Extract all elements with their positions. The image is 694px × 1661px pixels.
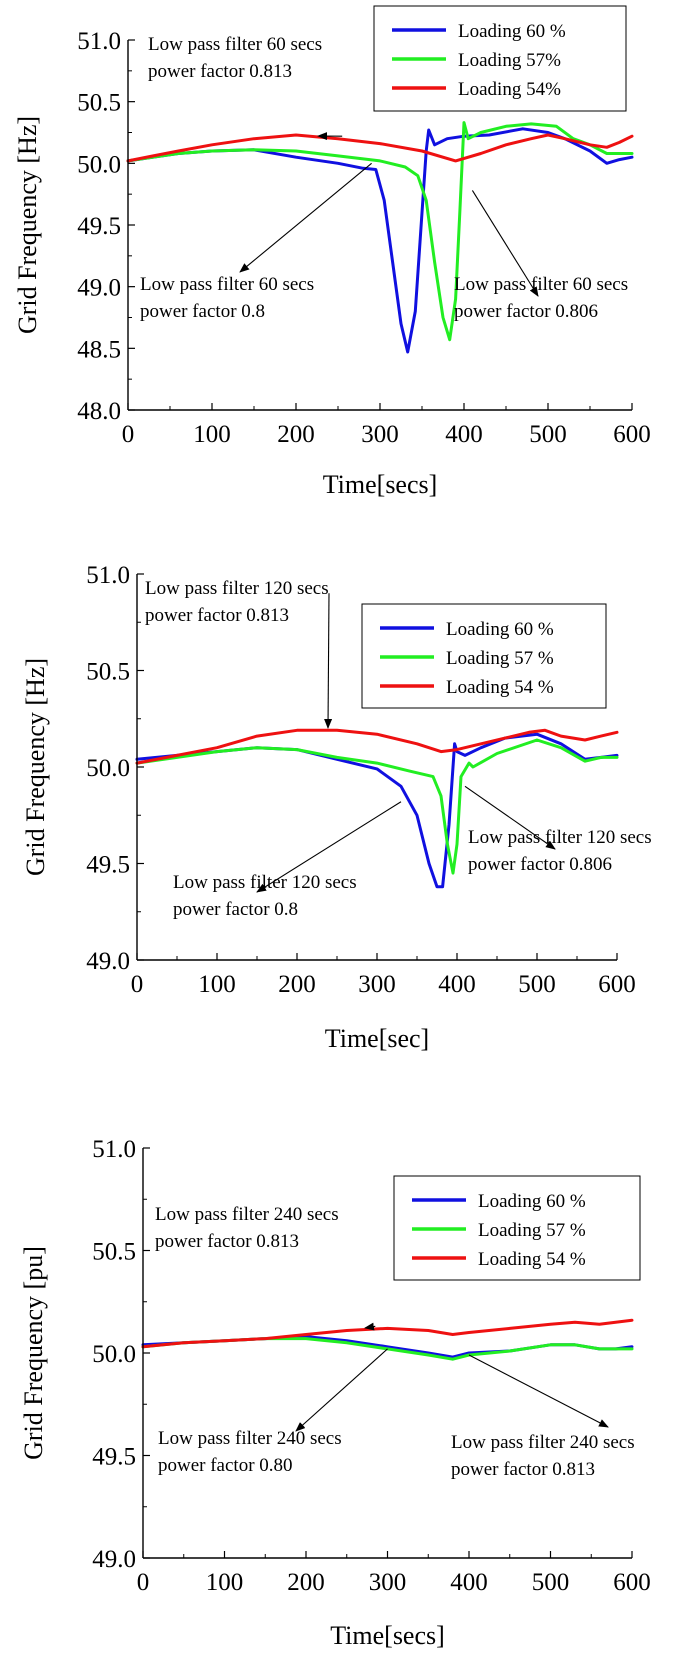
y-tick-label: 48.5 bbox=[77, 336, 121, 363]
x-tick-label: 600 bbox=[613, 421, 651, 448]
y-tick-label: 49.0 bbox=[92, 1546, 136, 1573]
annotation-2: Low pass filter 60 secs power factor 0.8 bbox=[140, 163, 372, 322]
y-tick-label: 50.0 bbox=[77, 151, 121, 178]
annotation-text: Low pass filter 240 secs bbox=[451, 1432, 635, 1453]
x-tick-label: 0 bbox=[137, 1569, 150, 1596]
annotation-1: Low pass filter 60 secs power factor 0.81… bbox=[148, 34, 342, 136]
annotation-text: Low pass filter 60 secs bbox=[454, 274, 628, 295]
x-tick-label: 600 bbox=[613, 1569, 651, 1596]
legend-label-2: Loading 57 % bbox=[446, 648, 554, 669]
x-tick-label: 200 bbox=[277, 421, 315, 448]
annotation-text: Low pass filter 60 secs bbox=[140, 274, 314, 295]
y-tick-label: 49.0 bbox=[77, 275, 121, 302]
chart-1: 0 100 200 300 400 500 600 48.0 48.5 49.0 49.5 50.0 5… bbox=[13, 6, 651, 499]
y-axis-title: Grid Frequency [Hz] bbox=[21, 658, 50, 876]
annotation-text: power factor 0.813 bbox=[155, 1231, 299, 1252]
y-tick-label: 49.0 bbox=[86, 948, 130, 975]
x-tick-label: 200 bbox=[287, 1569, 325, 1596]
y-tick-label: 49.5 bbox=[86, 852, 130, 879]
annotation-1: Low pass filter 120 secs power factor 0.8… bbox=[145, 578, 329, 728]
x-tick-label: 400 bbox=[445, 421, 483, 448]
chart-2: 0 100 200 300 400 500 600 49.0 49.5 50.0 50.5 51.0 T… bbox=[21, 562, 652, 1053]
annotation-2: Low pass filter 240 secs power factor 0.8… bbox=[158, 1349, 388, 1476]
annotation-text: Low pass filter 120 secs bbox=[468, 827, 652, 848]
series-line-3 bbox=[137, 730, 617, 763]
x-tick-label: 600 bbox=[598, 971, 636, 998]
x-tick-label: 100 bbox=[198, 971, 236, 998]
annotation-1: Low pass filter 240 secs power factor 0.8… bbox=[155, 1204, 375, 1328]
annotation-3: Low pass filter 120 secs power factor 0.8… bbox=[465, 786, 652, 875]
x-tick-label: 100 bbox=[193, 421, 231, 448]
y-tick-label: 50.5 bbox=[86, 659, 130, 686]
annotation-text: Low pass filter 60 secs bbox=[148, 34, 322, 55]
annotation-text: power factor 0.80 bbox=[158, 1455, 293, 1476]
y-tick-label: 50.0 bbox=[86, 755, 130, 782]
y-tick-label: 49.5 bbox=[77, 213, 121, 240]
annotation-text: power factor 0.8 bbox=[173, 899, 298, 920]
x-tick-label: 300 bbox=[358, 971, 396, 998]
y-tick-label: 51.0 bbox=[77, 28, 121, 55]
x-tick-label: 200 bbox=[278, 971, 316, 998]
legend-label-2: Loading 57% bbox=[458, 50, 561, 71]
annotation-text: Low pass filter 120 secs bbox=[173, 872, 357, 893]
annotation-text: power factor 0.813 bbox=[148, 61, 292, 82]
annotation-text: Low pass filter 120 secs bbox=[145, 578, 329, 599]
legend: Loading 60 % Loading 57 % Loading 54 % bbox=[394, 1176, 640, 1280]
x-tick-label: 0 bbox=[131, 971, 144, 998]
legend-label-3: Loading 54 % bbox=[446, 677, 554, 698]
series-line-3 bbox=[128, 135, 632, 161]
x-axis-title: Time[secs] bbox=[330, 1621, 445, 1650]
annotation-arrow bbox=[469, 1355, 608, 1427]
y-tick-label: 50.0 bbox=[92, 1341, 136, 1368]
annotation-text: Low pass filter 240 secs bbox=[158, 1428, 342, 1449]
x-tick-label: 300 bbox=[361, 421, 399, 448]
x-axis-title: Time[sec] bbox=[325, 1024, 429, 1053]
legend: Loading 60 % Loading 57% Loading 54% bbox=[374, 6, 626, 111]
legend-label-2: Loading 57 % bbox=[478, 1220, 586, 1241]
legend-label-3: Loading 54 % bbox=[478, 1249, 586, 1270]
series-line-3 bbox=[143, 1320, 632, 1347]
annotation-3: Low pass filter 60 secs power factor 0.80… bbox=[454, 190, 628, 322]
annotation-arrow bbox=[296, 1349, 388, 1431]
x-axis-title: Time[secs] bbox=[323, 470, 438, 499]
annotation-3: Low pass filter 240 secs power factor 0.8… bbox=[451, 1355, 635, 1480]
chart-3: 0 100 200 300 400 500 600 49.0 49.5 50.0 50.5 51.0 T… bbox=[19, 1136, 651, 1650]
y-axis-title: Grid Frequency [Hz] bbox=[13, 116, 42, 334]
y-axis-title: Grid Frequency [pu] bbox=[19, 1246, 48, 1460]
annotation-arrow bbox=[328, 593, 329, 728]
legend-label-1: Loading 60 % bbox=[458, 21, 566, 42]
annotation-text: power factor 0.8 bbox=[140, 301, 265, 322]
annotation-arrow bbox=[240, 163, 372, 272]
y-tick-label: 51.0 bbox=[86, 562, 130, 589]
annotation-text: Low pass filter 240 secs bbox=[155, 1204, 339, 1225]
legend-label-3: Loading 54% bbox=[458, 79, 561, 100]
y-tick-label: 50.5 bbox=[77, 90, 121, 117]
x-tick-label: 500 bbox=[532, 1569, 570, 1596]
x-tick-label: 500 bbox=[518, 971, 556, 998]
y-tick-label: 50.5 bbox=[92, 1239, 136, 1266]
x-tick-label: 300 bbox=[369, 1569, 407, 1596]
x-tick-label: 100 bbox=[206, 1569, 244, 1596]
x-tick-label: 400 bbox=[450, 1569, 488, 1596]
legend-label-1: Loading 60 % bbox=[478, 1191, 586, 1212]
annotation-text: power factor 0.806 bbox=[454, 301, 598, 322]
x-tick-label: 0 bbox=[122, 421, 135, 448]
x-tick-label: 500 bbox=[529, 421, 567, 448]
y-tick-label: 49.5 bbox=[92, 1444, 136, 1471]
y-tick-label: 48.0 bbox=[77, 398, 121, 425]
annotation-text: power factor 0.806 bbox=[468, 854, 612, 875]
legend: Loading 60 % Loading 57 % Loading 54 % bbox=[362, 604, 606, 708]
annotation-2: Low pass filter 120 secs power factor 0.8 bbox=[173, 802, 401, 920]
annotation-text: power factor 0.813 bbox=[145, 605, 289, 626]
legend-label-1: Loading 60 % bbox=[446, 619, 554, 640]
y-tick-label: 51.0 bbox=[92, 1136, 136, 1163]
annotation-text: power factor 0.813 bbox=[451, 1459, 595, 1480]
x-tick-label: 400 bbox=[438, 971, 476, 998]
